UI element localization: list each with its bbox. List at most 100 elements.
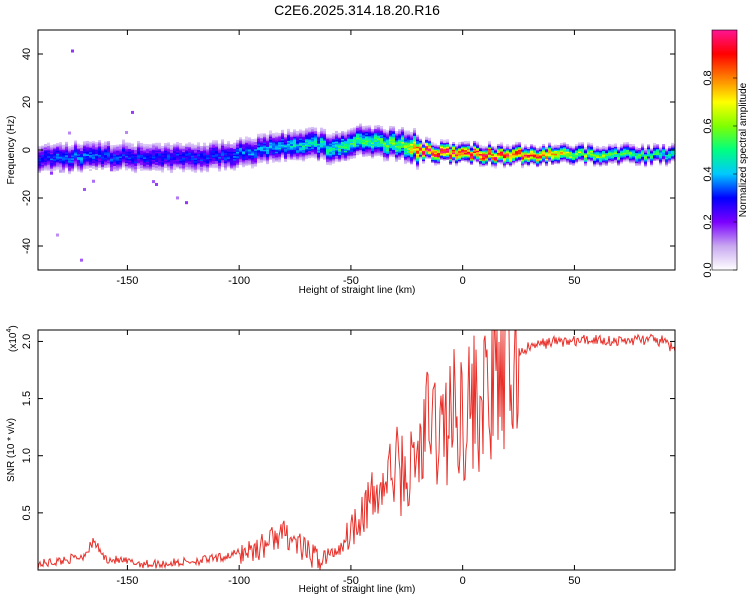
spectrogram-cell	[284, 152, 287, 155]
spectrogram-cell	[611, 147, 614, 150]
spectrogram-cell	[407, 152, 410, 155]
spectrogram-cell	[515, 149, 518, 152]
spectrogram-cell	[185, 150, 188, 153]
spectrogram-cell	[56, 146, 59, 149]
spectrogram-cell	[215, 156, 218, 159]
spectrogram-noise-cell	[131, 110, 134, 114]
spectrogram-cell	[293, 150, 296, 153]
spectrogram-cell	[620, 144, 623, 147]
spectrogram-cell	[200, 160, 203, 163]
spectrogram-cell	[209, 155, 212, 158]
spectrogram-cell	[305, 142, 308, 145]
spectrogram-cell	[485, 160, 488, 163]
spectrogram-cell	[146, 156, 149, 159]
spectrogram-cell	[302, 136, 305, 139]
spectrogram-cell	[596, 151, 599, 154]
spectrogram-cell	[329, 163, 332, 166]
spectrogram-cell	[440, 147, 443, 150]
spectrogram-cell	[317, 134, 320, 137]
spectrogram-cell	[287, 154, 290, 157]
spectrogram-cell	[221, 139, 224, 142]
spectrogram-cell	[113, 148, 116, 151]
spectrogram-cell	[185, 146, 188, 149]
spectrogram-cell	[509, 157, 512, 160]
spectrogram-cell	[239, 143, 242, 146]
spectrogram-cell	[425, 155, 428, 158]
spectrogram-cell	[395, 151, 398, 154]
spectrogram-cell	[137, 143, 140, 146]
spectrogram-cell	[248, 143, 251, 146]
spectrogram-cell	[260, 156, 263, 159]
spectrogram-cell	[374, 147, 377, 150]
spectrogram-cell	[242, 155, 245, 158]
spectrogram-cell	[581, 152, 584, 155]
spectrogram-cell	[221, 162, 224, 165]
spectrogram-cell	[374, 129, 377, 132]
spectrogram-cell	[179, 161, 182, 164]
spectrogram-cell	[278, 135, 281, 138]
spectrogram-cell	[104, 158, 107, 161]
spectrogram-cell	[629, 146, 632, 149]
spectrogram-cell	[200, 151, 203, 154]
spectrogram-cell	[317, 147, 320, 150]
spectrogram-cell	[320, 136, 323, 139]
spectrogram-cell	[599, 157, 602, 160]
spectrogram-cell	[233, 155, 236, 158]
spectrogram-cell	[143, 158, 146, 161]
spectrogram-cell	[248, 153, 251, 156]
spectrogram-cell	[404, 143, 407, 146]
spectrogram-cell	[299, 142, 302, 145]
spectrogram-cell	[212, 160, 215, 163]
spectrogram-cell	[326, 135, 329, 138]
spectrogram-cell	[287, 149, 290, 152]
spectrogram-cell	[446, 146, 449, 149]
spectrogram-cell	[317, 140, 320, 143]
spectrogram-cell	[218, 156, 221, 159]
spectrogram-cell	[101, 164, 104, 167]
spectrogram-cell	[314, 131, 317, 134]
spectrogram-cell	[521, 163, 524, 166]
spectrogram-cell	[605, 153, 608, 156]
spectrogram-cell	[407, 140, 410, 143]
spectrogram-cell	[266, 144, 269, 147]
spectrogram-cell	[164, 156, 167, 159]
spectrogram-cell	[206, 161, 209, 164]
spectrogram-cell	[431, 152, 434, 155]
spectrogram-cell	[389, 136, 392, 139]
spectrogram-cell	[200, 167, 203, 170]
spectrogram-cell	[509, 154, 512, 157]
spectrogram-cell	[401, 155, 404, 158]
spectrogram-cell	[380, 143, 383, 146]
spectrogram-cell	[200, 158, 203, 161]
spectrogram-cell	[386, 147, 389, 150]
spectrogram-cell	[554, 151, 557, 154]
spectrogram-cell	[440, 139, 443, 142]
spectrogram-cell	[314, 152, 317, 155]
spectrogram-cell	[644, 149, 647, 152]
spectrogram-cell	[257, 138, 260, 141]
spectrogram-cell	[290, 132, 293, 135]
spectrogram-cell	[500, 162, 503, 165]
spectrogram-cell	[254, 140, 257, 143]
spectrogram-cell	[602, 146, 605, 149]
spectrogram-cell	[536, 150, 539, 153]
spectrogram-cell	[149, 163, 152, 166]
spectrogram-cell	[188, 160, 191, 163]
spectrogram-cell	[98, 160, 101, 163]
spectrogram-cell	[350, 148, 353, 151]
spectrogram-cell	[413, 156, 416, 159]
spectrogram-cell	[578, 146, 581, 149]
spectrogram-cell	[341, 147, 344, 150]
spectrogram-cell	[77, 146, 80, 149]
spectrogram-cell	[152, 163, 155, 166]
spectrogram-cell	[584, 162, 587, 165]
spectrogram-cell	[77, 147, 80, 150]
spectrogram-cell	[608, 158, 611, 161]
spectrogram-cell	[308, 136, 311, 139]
spectrogram-cell	[518, 148, 521, 151]
spectrogram-cell	[56, 166, 59, 169]
spectrogram-cell	[380, 134, 383, 137]
spectrogram-cell	[383, 158, 386, 161]
spectrogram-cell	[356, 125, 359, 128]
spectrogram-cell	[473, 145, 476, 148]
